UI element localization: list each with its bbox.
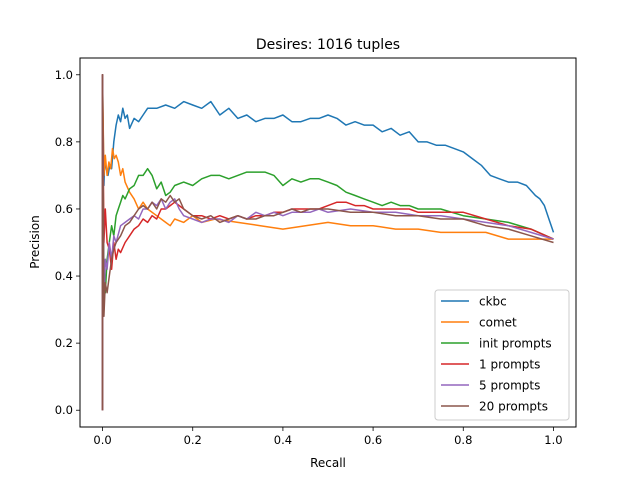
legend-label: init prompts (479, 337, 552, 351)
legend-label: 1 prompts (479, 358, 540, 372)
y-tick-label: 0.4 (55, 269, 73, 283)
series-line-3 (101, 74, 554, 411)
series-layer (101, 74, 555, 411)
series-line-0 (101, 74, 555, 411)
x-tick-label: 0.8 (454, 433, 472, 447)
series-line-1 (101, 74, 554, 411)
y-tick-label: 0.2 (55, 336, 73, 350)
plot-frame (79, 57, 577, 428)
y-tick-label: 1.0 (55, 68, 73, 82)
legend-label: 5 prompts (479, 379, 540, 393)
series-line-2 (101, 74, 554, 411)
x-tick-label: 0.2 (184, 433, 202, 447)
y-tick-label: 0.0 (55, 403, 73, 417)
legend-label: 20 prompts (479, 400, 548, 414)
y-axis-label: Precision (28, 215, 42, 269)
legend-label: comet (479, 316, 517, 330)
x-axis: 0.0 0.2 0.4 0.6 0.8 1.0 (93, 427, 563, 447)
chart-title: Desires: 1016 tuples (256, 37, 400, 53)
x-axis-label: Recall (310, 456, 346, 470)
y-tick-label: 0.6 (55, 202, 73, 216)
y-axis: 0.0 0.2 0.4 0.6 0.8 1.0 (55, 68, 80, 417)
x-tick-label: 1.0 (544, 433, 562, 447)
x-tick-label: 0.6 (364, 433, 382, 447)
x-tick-label: 0.4 (274, 433, 292, 447)
legend: ckbc comet init prompts 1 prompts 5 prompts 2… (434, 289, 570, 421)
x-tick-label: 0.0 (93, 433, 111, 447)
y-tick-label: 0.8 (55, 135, 73, 149)
series-line-5 (101, 74, 554, 411)
legend-label: ckbc (479, 295, 507, 309)
